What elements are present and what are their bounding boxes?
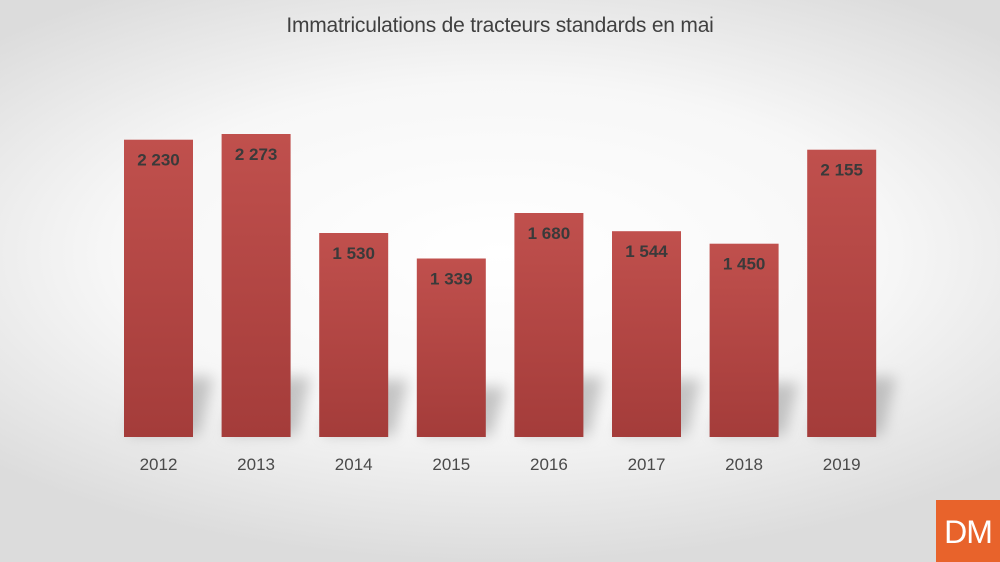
- bar-value-label: 1 680: [528, 224, 571, 243]
- bar-2017: [612, 231, 681, 437]
- bar-2016: [514, 213, 584, 437]
- bar-2019: [807, 149, 877, 437]
- svg-text:DM: DM: [944, 514, 992, 550]
- x-tick-label: 2014: [335, 455, 373, 474]
- bar-value-label: 2 273: [235, 145, 278, 164]
- bar-value-label: 2 230: [137, 151, 180, 170]
- x-tick-label: 2016: [530, 455, 568, 474]
- x-tick-label: 2015: [432, 455, 470, 474]
- dm-logo: DM: [936, 500, 1000, 562]
- bar-2018: [709, 243, 779, 437]
- x-tick-labels-group: 2012 2013 2014 2015 2016 2017 2018 2019: [140, 455, 861, 474]
- bar-value-label: 1 530: [332, 244, 375, 263]
- x-tick-label: 2012: [140, 455, 178, 474]
- x-tick-label: 2017: [628, 455, 666, 474]
- x-tick-label: 2018: [725, 455, 763, 474]
- bar-2012: [124, 139, 193, 437]
- chart-title: Immatriculations de tracteurs standards …: [286, 14, 714, 37]
- x-tick-label: 2013: [237, 455, 275, 474]
- bars-group: [124, 134, 877, 437]
- bar-2014: [319, 233, 389, 437]
- bar-2015: [416, 258, 486, 437]
- x-tick-label: 2019: [823, 455, 861, 474]
- value-labels-group: 2 230 2 273 1 530 1 339 1 680 1 544 1 450 2 155: [137, 145, 863, 289]
- bar-value-label: 1 339: [430, 270, 473, 289]
- bar-2013: [221, 134, 291, 437]
- bar-value-label: 2 155: [820, 161, 863, 180]
- bar-value-label: 1 450: [723, 255, 766, 274]
- bar-value-label: 1 544: [625, 242, 668, 261]
